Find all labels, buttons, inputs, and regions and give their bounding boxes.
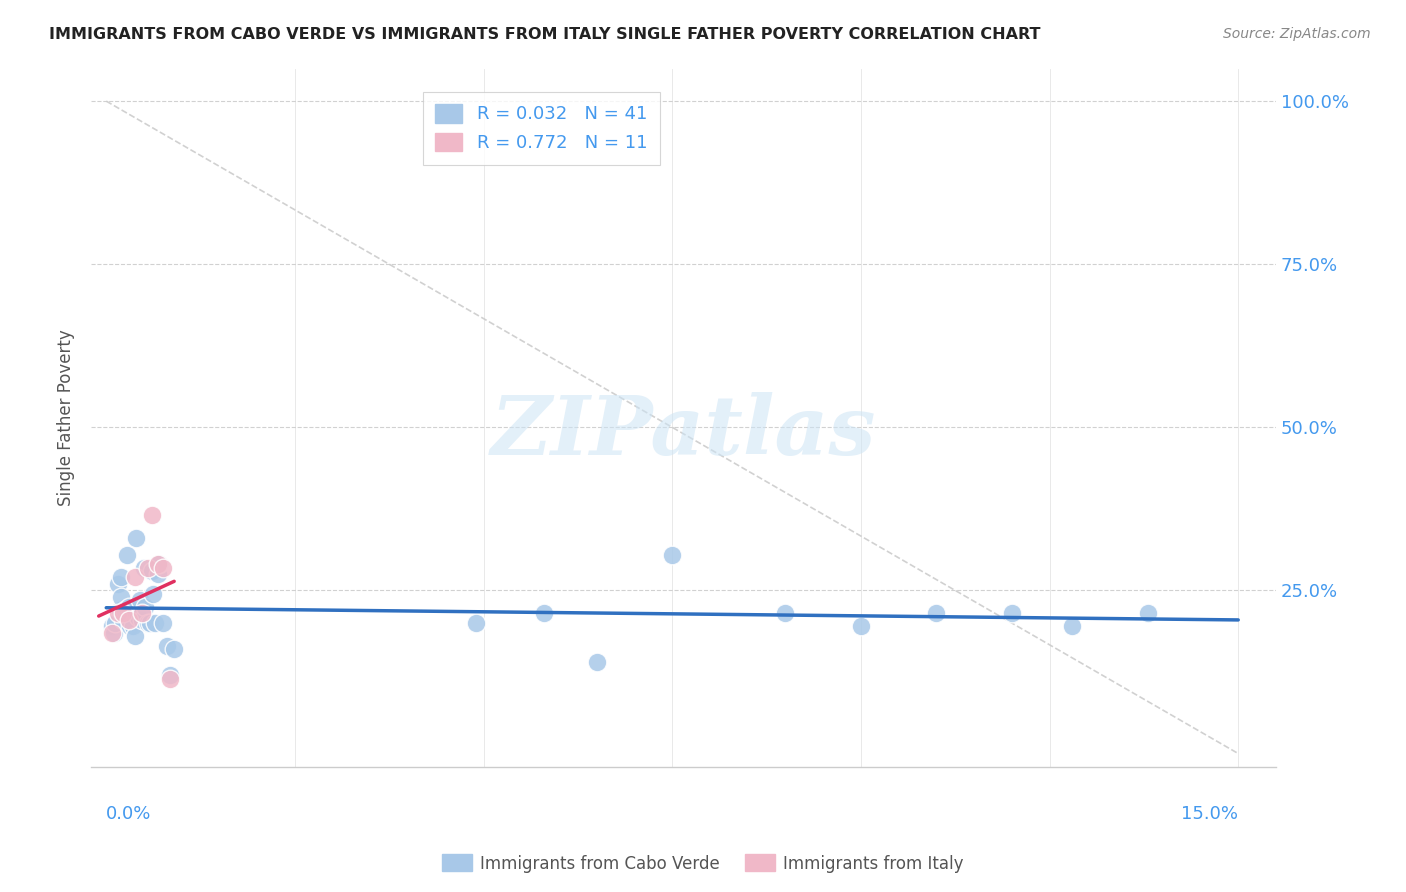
Point [159,672,181,686]
Point [533,607,555,621]
Point [152,616,174,631]
Point [1001,607,1024,621]
Point [103,625,125,640]
Text: 15.0%: 15.0% [1181,805,1239,823]
Point [143,616,166,631]
Legend: R = 0.032   N = 41, R = 0.772   N = 11: R = 0.032 N = 41, R = 0.772 N = 11 [423,92,659,164]
Point [129,593,152,607]
Point [141,508,163,523]
Point [111,607,134,621]
Point [775,607,797,621]
Point [142,587,165,601]
Text: 0.0%: 0.0% [107,805,152,823]
Point [124,629,146,643]
Point [114,603,136,617]
Point [159,668,181,682]
Point [124,570,146,584]
Point [661,548,683,562]
Point [141,564,163,578]
Point [1062,619,1084,633]
Point [118,599,141,614]
Point [152,560,174,574]
Point [101,625,124,640]
Point [1136,607,1159,621]
Point [111,613,134,627]
Point [104,616,127,631]
Point [465,616,488,631]
Point [849,619,872,633]
Legend: Immigrants from Cabo Verde, Immigrants from Italy: Immigrants from Cabo Verde, Immigrants f… [436,847,970,880]
Point [136,616,159,631]
Point [139,616,162,631]
Point [148,558,170,572]
Text: Source: ZipAtlas.com: Source: ZipAtlas.com [1223,27,1371,41]
Point [136,560,159,574]
Point [107,607,129,621]
Point [110,570,132,584]
Point [131,607,153,621]
Point [146,567,169,582]
Y-axis label: Single Father Poverty: Single Father Poverty [58,329,75,506]
Point [101,619,124,633]
Text: ZIPatlas: ZIPatlas [491,392,876,472]
Point [107,577,129,591]
Point [117,548,139,562]
Point [163,642,186,657]
Point [585,655,607,669]
Point [156,639,179,653]
Point [134,599,156,614]
Point [146,558,169,572]
Point [108,603,131,617]
Point [125,531,148,545]
Point [127,609,149,624]
Point [132,560,155,574]
Point [110,590,132,604]
Point [120,619,142,633]
Point [121,619,143,633]
Point [118,613,141,627]
Text: IMMIGRANTS FROM CABO VERDE VS IMMIGRANTS FROM ITALY SINGLE FATHER POVERTY CORREL: IMMIGRANTS FROM CABO VERDE VS IMMIGRANTS… [49,27,1040,42]
Point [131,613,153,627]
Point [925,607,948,621]
